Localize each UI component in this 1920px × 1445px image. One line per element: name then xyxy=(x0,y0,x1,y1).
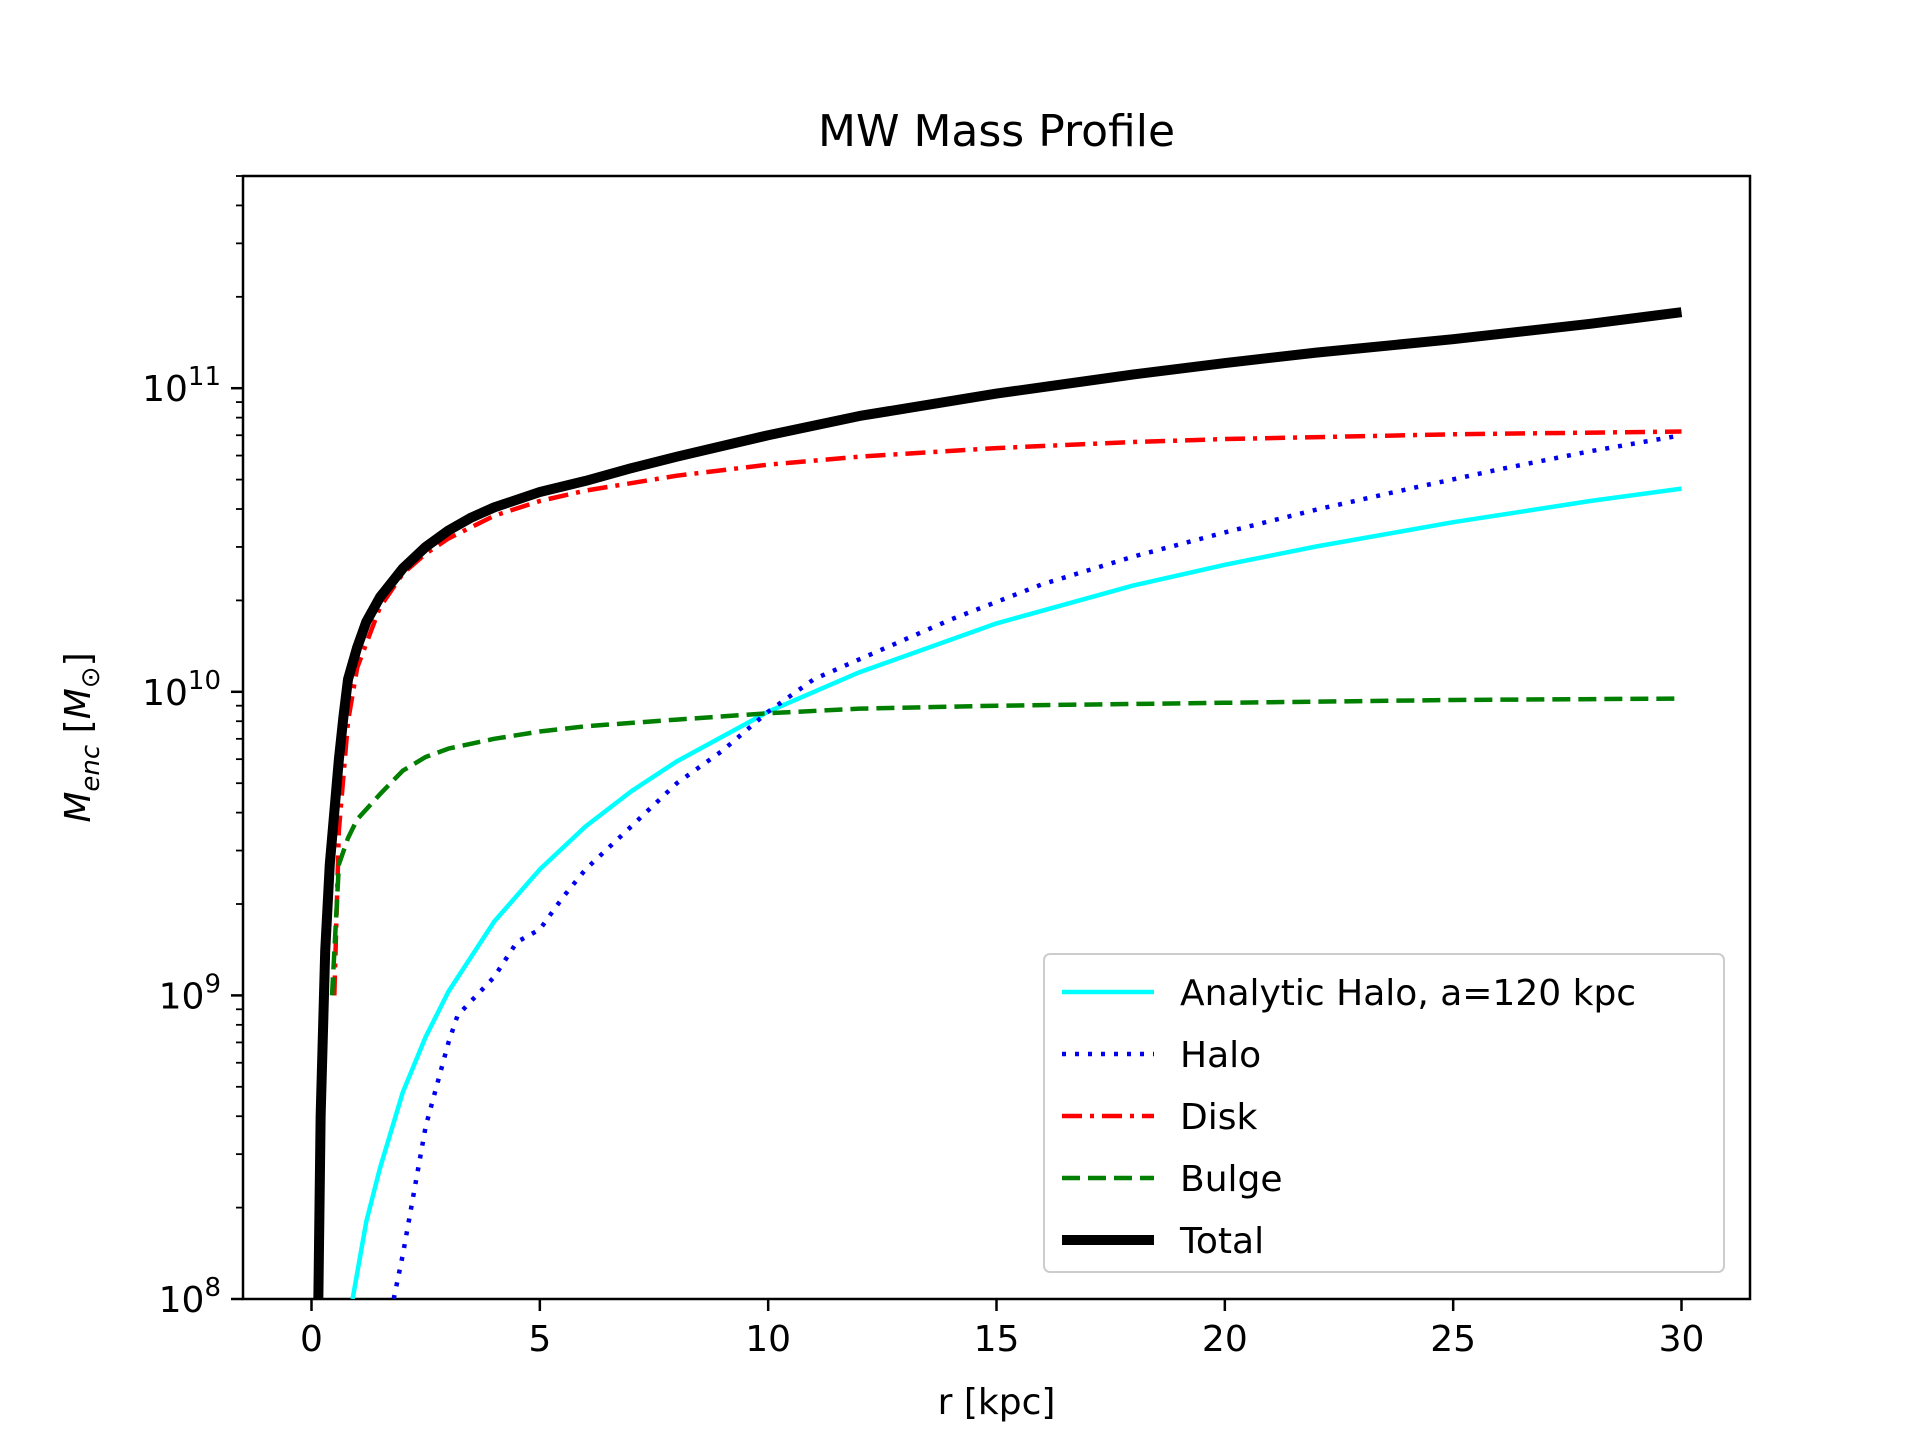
x-tick-label: 5 xyxy=(528,1319,551,1360)
series-line-disk xyxy=(332,429,1682,996)
y-tick-label: 1010 xyxy=(142,666,221,714)
chart-title: MW Mass Profile xyxy=(818,106,1175,157)
y-label-symbol: M xyxy=(58,792,99,823)
x-tick-label: 25 xyxy=(1430,1319,1476,1360)
legend-label: Halo xyxy=(1180,1035,1261,1076)
legend-item: Bulge xyxy=(1062,1159,1283,1200)
legend-label: Disk xyxy=(1180,1097,1257,1138)
legend-label: Total xyxy=(1179,1221,1264,1262)
series-line-halo xyxy=(391,433,1682,1299)
x-tick-label: 0 xyxy=(300,1319,323,1360)
y-axis-ticks: 108 109 1010 1011 xyxy=(142,175,243,1321)
y-label-unit-symbol: M xyxy=(58,688,99,719)
legend-items: Analytic Halo, a=120 kpc Halo Disk Bulge Tot… xyxy=(1062,973,1636,1262)
y-axis-label: Menc [M⊙] xyxy=(58,652,106,822)
x-axis-ticks: 0 5 10 15 20 25 30 xyxy=(300,1299,1704,1360)
legend-item: Total xyxy=(1062,1221,1264,1262)
legend-box xyxy=(1043,953,1725,1273)
series-line-analytic-halo-a-120-kpc xyxy=(350,486,1682,1299)
y-label-unit-subscript: ⊙ xyxy=(76,666,106,688)
x-tick-label: 15 xyxy=(974,1319,1020,1360)
x-tick-label: 30 xyxy=(1659,1319,1705,1360)
y-tick-label: 108 xyxy=(159,1273,221,1321)
y-tick-label: 109 xyxy=(159,969,221,1017)
legend-item: Disk xyxy=(1062,1097,1257,1138)
y-label-unit-close: ] xyxy=(58,652,99,666)
x-tick-label: 20 xyxy=(1202,1319,1248,1360)
series-line-total xyxy=(313,307,1683,1299)
x-axis-label: r [kpc] xyxy=(938,1382,1056,1423)
y-tick-label: 1011 xyxy=(142,362,221,410)
series-layer xyxy=(313,307,1683,1299)
legend-item: Analytic Halo, a=120 kpc xyxy=(1062,973,1636,1014)
legend-label: Bulge xyxy=(1180,1159,1283,1200)
legend-label: Analytic Halo, a=120 kpc xyxy=(1180,973,1636,1014)
series-line-bulge xyxy=(329,696,1682,996)
legend-item: Halo xyxy=(1062,1035,1261,1076)
x-tick-label: 10 xyxy=(745,1319,791,1360)
y-label-unit-open: [ xyxy=(58,719,99,745)
legend: Analytic Halo, a=120 kpc Halo Disk Bulge Tot… xyxy=(1043,953,1725,1273)
y-label-subscript: enc xyxy=(76,745,106,792)
